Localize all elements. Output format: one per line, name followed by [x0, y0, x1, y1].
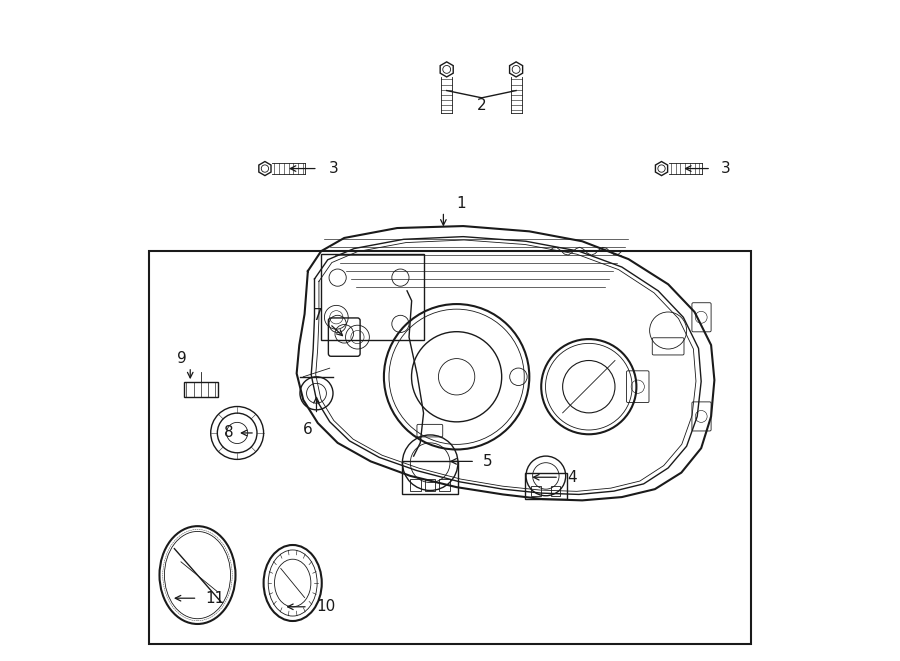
- Text: 2: 2: [477, 98, 487, 113]
- Text: 4: 4: [568, 470, 577, 485]
- Text: 1: 1: [456, 196, 466, 211]
- Text: 6: 6: [303, 422, 313, 437]
- Text: 7: 7: [313, 309, 322, 323]
- Text: 11: 11: [205, 591, 225, 605]
- Text: 3: 3: [329, 161, 338, 176]
- Text: 5: 5: [483, 454, 492, 469]
- Text: 9: 9: [177, 351, 187, 366]
- Text: 3: 3: [721, 161, 731, 176]
- Text: 8: 8: [223, 426, 233, 440]
- Text: 10: 10: [317, 600, 336, 614]
